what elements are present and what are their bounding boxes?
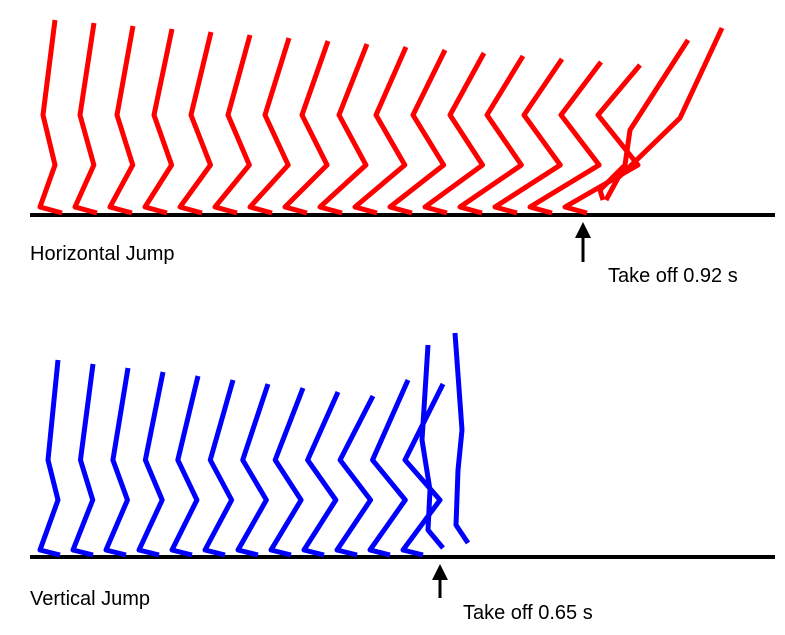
leg-stick — [202, 379, 236, 558]
leg-stick — [367, 378, 411, 558]
leg-stick — [70, 363, 96, 558]
leg-stick — [247, 37, 292, 216]
leg-stick — [235, 383, 271, 558]
takeoff-label: Take off 0.65 s — [463, 602, 593, 624]
leg-stick — [452, 332, 471, 545]
leg-stick — [177, 31, 214, 216]
leg-stick — [212, 34, 253, 216]
leg-stick — [136, 371, 166, 558]
arrow-head — [432, 564, 448, 580]
leg-stick — [400, 382, 446, 558]
leg-stick — [419, 344, 445, 550]
arrow-head — [575, 222, 591, 238]
leg-stick — [457, 54, 526, 216]
leg-stick — [37, 19, 63, 216]
takeoff-label: Take off 0.92 s — [608, 265, 738, 287]
leg-stick — [169, 375, 201, 558]
leg-stick — [352, 45, 409, 216]
leg-stick — [103, 367, 131, 558]
leg-stick — [107, 25, 136, 216]
leg-stick — [387, 48, 448, 216]
leg-stick — [562, 63, 642, 216]
leg-stick — [422, 51, 487, 216]
panel-label: Horizontal Jump — [30, 243, 175, 265]
vertical-sequence — [37, 332, 471, 558]
leg-stick — [142, 28, 175, 216]
leg-stick — [597, 38, 691, 201]
leg-stick — [492, 57, 565, 216]
leg-stick — [282, 40, 331, 216]
leg-stick — [37, 359, 61, 558]
horizontal-sequence — [37, 19, 725, 216]
leg-stick — [334, 394, 376, 558]
leg-stick — [603, 26, 725, 202]
panel-label: Vertical Jump — [30, 588, 150, 610]
leg-stick — [72, 22, 98, 216]
leg-stick — [268, 387, 306, 558]
leg-stick — [301, 390, 341, 558]
leg-stick — [317, 43, 370, 216]
leg-stick — [527, 60, 603, 216]
